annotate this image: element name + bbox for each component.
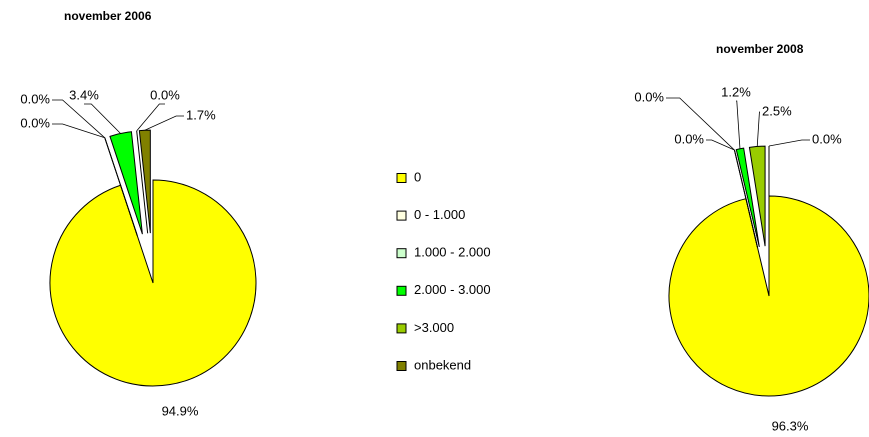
data-label: 0.0% — [812, 131, 842, 146]
pie-slice — [49, 179, 257, 387]
leader-line — [756, 111, 760, 147]
legend-swatch — [396, 285, 407, 296]
data-label: 0.0% — [20, 115, 50, 130]
pie-slice — [668, 195, 869, 397]
leader-line — [736, 100, 741, 149]
legend-label: 0 — [414, 169, 421, 184]
data-label: 2.5% — [762, 103, 792, 118]
legend-swatch — [396, 210, 407, 221]
leader-line — [666, 97, 735, 151]
leader-line — [768, 139, 810, 147]
legend-label: 1.000 - 2.000 — [414, 245, 491, 260]
leader-line — [144, 115, 184, 131]
legend-label: >3.000 — [414, 320, 454, 335]
legend-swatch — [396, 361, 407, 371]
legend-swatch — [396, 323, 407, 334]
data-label: 94.9% — [162, 403, 199, 418]
legend-label: onbekend — [414, 357, 471, 372]
pie-slice — [735, 147, 760, 248]
leader-line — [706, 139, 735, 151]
data-label: 0.0% — [150, 87, 180, 102]
data-label: 3.4% — [69, 87, 99, 102]
data-label: 96.3% — [772, 418, 809, 433]
legend-swatch — [396, 248, 407, 259]
legend-swatch — [396, 173, 407, 183]
data-label: 1.7% — [186, 107, 216, 122]
chart-title: november 2008 — [716, 42, 804, 56]
data-label: 1.2% — [721, 84, 751, 99]
pie-slice — [109, 131, 143, 235]
leader-line — [136, 103, 165, 132]
data-label: 0.0% — [674, 131, 704, 146]
leader-line — [52, 123, 105, 139]
chart-title: november 2006 — [64, 9, 152, 23]
legend-label: 0 - 1.000 — [414, 207, 465, 222]
legend-label: 2.000 - 3.000 — [414, 282, 491, 297]
leader-line — [52, 99, 106, 139]
data-label: 0.0% — [634, 89, 664, 104]
data-label: 0.0% — [20, 91, 50, 106]
leader-line — [84, 103, 121, 134]
